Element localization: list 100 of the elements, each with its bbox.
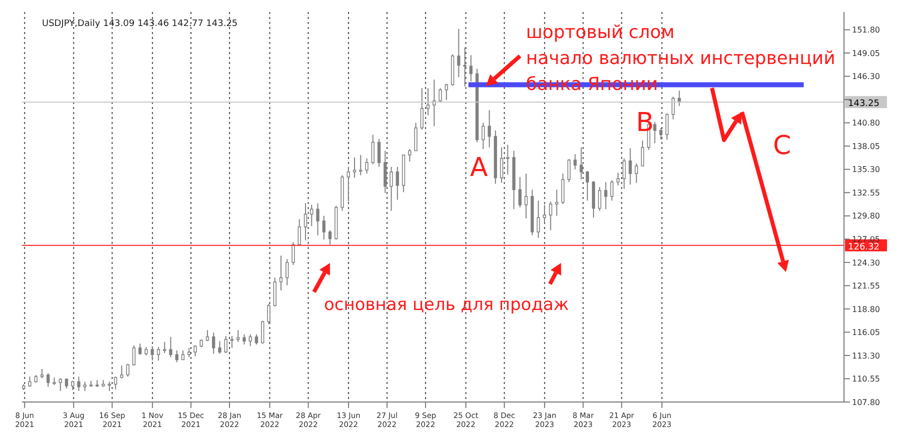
candlestick bbox=[444, 83, 448, 100]
candlestick bbox=[414, 122, 418, 152]
candlestick bbox=[561, 173, 564, 205]
candlestick bbox=[120, 365, 124, 379]
candlestick bbox=[555, 189, 558, 216]
candlestick bbox=[457, 28, 460, 78]
y-tick-label: 110.55 bbox=[852, 374, 880, 384]
candlestick bbox=[536, 200, 540, 238]
candlestick bbox=[175, 350, 178, 363]
candlestick bbox=[242, 334, 246, 345]
candlestick bbox=[286, 258, 289, 286]
annotation: A bbox=[470, 153, 488, 183]
candlestick bbox=[438, 88, 442, 104]
candlestick bbox=[377, 138, 381, 168]
candlestick bbox=[162, 341, 166, 354]
candlestick bbox=[463, 47, 466, 87]
y-tick-label: 151.80 bbox=[852, 26, 880, 35]
candlestick bbox=[371, 134, 374, 165]
y-tick-label: 132.55 bbox=[852, 188, 880, 198]
candlestick bbox=[236, 330, 240, 342]
candlestick bbox=[254, 334, 258, 345]
candlestick bbox=[181, 350, 185, 360]
candlestick bbox=[261, 320, 264, 344]
candlestick bbox=[126, 363, 130, 378]
candlestick bbox=[542, 204, 546, 224]
candlestick bbox=[273, 277, 276, 307]
y-tick-label: 118.80 bbox=[852, 304, 880, 314]
y-tick-label: 113.30 bbox=[852, 351, 880, 360]
y-tick-label: 116.05 bbox=[852, 328, 880, 338]
candlestick bbox=[292, 242, 295, 266]
annotation: шортовый слом bbox=[526, 22, 675, 43]
candlestick bbox=[40, 368, 44, 379]
candlestick bbox=[156, 346, 160, 362]
candlestick bbox=[83, 381, 86, 392]
candlestick bbox=[622, 158, 626, 190]
candlestick bbox=[659, 127, 662, 140]
candlestick bbox=[194, 344, 197, 357]
candlestick bbox=[580, 146, 583, 180]
candlestick bbox=[224, 336, 228, 354]
candlestick bbox=[346, 166, 350, 202]
candlestick bbox=[500, 146, 504, 184]
candlestick bbox=[64, 378, 68, 389]
candlestick bbox=[71, 380, 74, 391]
candlestick bbox=[518, 176, 522, 208]
y-tick-label: 146.30 bbox=[852, 72, 880, 82]
y-tick-label: 135.30 bbox=[852, 165, 880, 174]
ref-line-label: 143.25 bbox=[848, 99, 880, 110]
candlestick bbox=[672, 96, 675, 120]
candlestick bbox=[488, 110, 491, 148]
candlestick bbox=[46, 372, 50, 388]
candlestick bbox=[634, 162, 638, 184]
candlestick bbox=[359, 154, 362, 176]
candlestick bbox=[432, 79, 436, 127]
candlestick bbox=[206, 330, 210, 342]
candlestick bbox=[420, 88, 424, 130]
ref-line-label: 126.32 bbox=[848, 242, 880, 252]
candlestick bbox=[506, 144, 510, 175]
y-tick-label: 140.80 bbox=[852, 118, 880, 128]
candlestick bbox=[114, 376, 118, 390]
annotation: B bbox=[636, 108, 654, 138]
candlestick bbox=[586, 170, 589, 202]
candlestick bbox=[384, 150, 387, 194]
candlestick bbox=[138, 343, 142, 356]
candlestick bbox=[469, 54, 473, 82]
candlestick bbox=[352, 157, 356, 178]
candlestick bbox=[132, 344, 136, 366]
candlestick bbox=[574, 154, 577, 170]
candlestick bbox=[230, 336, 234, 348]
candlestick bbox=[640, 140, 644, 166]
candlestick bbox=[169, 336, 172, 358]
candlestick bbox=[328, 230, 332, 246]
candlestick bbox=[279, 255, 283, 291]
candlestick bbox=[187, 347, 191, 358]
candlestick bbox=[28, 376, 32, 388]
y-tick-label: 129.80 bbox=[852, 212, 880, 221]
candlestick bbox=[549, 201, 552, 231]
candlestick bbox=[604, 182, 608, 210]
candlestick bbox=[567, 158, 571, 183]
y-tick-label: 138.05 bbox=[852, 142, 880, 151]
annotation: C bbox=[773, 131, 792, 161]
candlestick bbox=[77, 376, 80, 392]
candlestick bbox=[150, 346, 154, 362]
candlestick bbox=[304, 202, 308, 241]
candlestick bbox=[322, 215, 326, 240]
candlestick bbox=[616, 172, 620, 186]
text: USDJPY,Daily 143.09 143.46 142.77 143.25 bbox=[42, 19, 238, 29]
candlestick bbox=[218, 340, 222, 354]
candlestick bbox=[598, 186, 602, 212]
annotation: начало валютных инстервенций bbox=[526, 48, 836, 69]
annotation: основная цель для продаж bbox=[324, 295, 569, 315]
candlestick bbox=[628, 148, 632, 186]
y-tick-label: 107.80 bbox=[852, 398, 880, 407]
candlestick bbox=[365, 158, 368, 174]
candlestick bbox=[653, 121, 656, 144]
candlestick bbox=[108, 381, 111, 392]
candlestick bbox=[58, 378, 62, 392]
candlestick bbox=[610, 180, 614, 202]
y-tick-label: 149.05 bbox=[852, 48, 880, 58]
candlestick bbox=[524, 173, 528, 219]
candlestick bbox=[408, 148, 412, 162]
